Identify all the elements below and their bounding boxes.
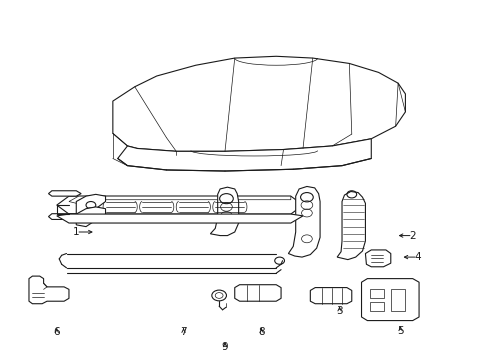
Text: 5: 5	[396, 325, 403, 336]
Polygon shape	[76, 207, 105, 226]
Bar	[390, 289, 405, 311]
Polygon shape	[288, 186, 320, 257]
Polygon shape	[118, 139, 370, 171]
Polygon shape	[69, 196, 290, 203]
Text: 4: 4	[413, 252, 420, 262]
Polygon shape	[113, 56, 405, 151]
Text: 9: 9	[221, 342, 228, 352]
Bar	[369, 289, 383, 298]
Polygon shape	[57, 196, 303, 214]
Polygon shape	[29, 276, 69, 304]
Polygon shape	[234, 285, 281, 301]
Text: 2: 2	[408, 231, 415, 240]
Text: 3: 3	[336, 306, 342, 316]
Polygon shape	[57, 214, 303, 223]
Polygon shape	[361, 279, 418, 320]
Polygon shape	[336, 192, 365, 260]
Polygon shape	[48, 214, 81, 220]
Polygon shape	[310, 288, 351, 304]
Bar	[369, 302, 383, 311]
Text: 6: 6	[53, 327, 60, 337]
Polygon shape	[210, 187, 238, 235]
Polygon shape	[76, 194, 105, 220]
Text: 7: 7	[180, 327, 186, 337]
Text: 8: 8	[258, 327, 264, 337]
Text: 1: 1	[73, 227, 80, 237]
Circle shape	[211, 290, 226, 301]
Polygon shape	[365, 250, 390, 267]
Polygon shape	[48, 191, 81, 196]
